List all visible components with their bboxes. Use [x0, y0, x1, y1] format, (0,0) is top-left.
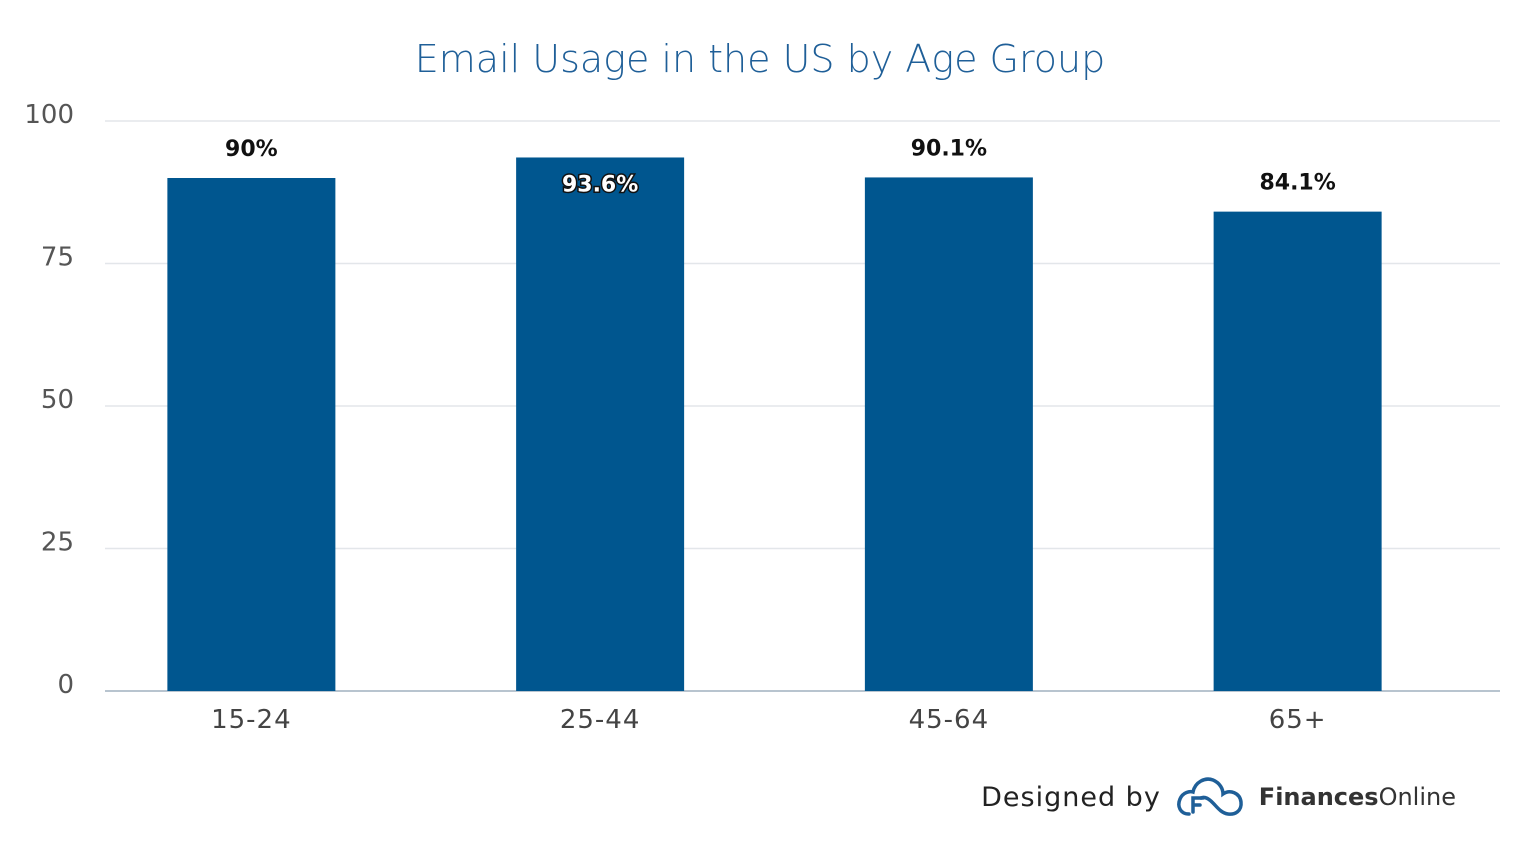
- data-label: 84.1%: [1259, 171, 1335, 196]
- x-axis-ticks: 15-24 25-44 45-64 65+: [211, 705, 1327, 735]
- y-tick-label: 0: [57, 670, 74, 700]
- data-labels: 90% 93.6% 90.1% 84.1%: [225, 136, 1336, 199]
- y-axis-ticks: 0 25 50 75 100: [24, 100, 74, 700]
- brand-name-bold: Finances: [1258, 783, 1379, 811]
- y-tick-label: 100: [24, 100, 74, 130]
- bar-65+: [1213, 211, 1382, 691]
- x-tick-label: 15-24: [211, 705, 292, 735]
- chart-title: Email Usage in the US by Age Group: [415, 37, 1105, 81]
- brand-name-regular: Online: [1378, 783, 1456, 811]
- bar-25-44: [516, 157, 685, 692]
- designed-by-text: Designed by: [981, 781, 1161, 813]
- data-label: 90%: [225, 137, 278, 162]
- brand-name: FinancesOnline: [1259, 783, 1456, 811]
- x-tick-label: 65+: [1269, 705, 1327, 735]
- bar-45-64: [864, 177, 1033, 691]
- bars: [167, 157, 1382, 692]
- y-tick-label: 50: [41, 385, 74, 415]
- attribution: Designed by FinancesOnline: [981, 772, 1456, 822]
- bar-15-24: [167, 178, 336, 691]
- y-tick-label: 25: [41, 528, 74, 558]
- x-tick-label: 45-64: [909, 705, 990, 735]
- x-tick-label: 25-44: [560, 705, 641, 735]
- y-tick-label: 75: [41, 243, 74, 273]
- data-label: 93.6%: [562, 172, 638, 197]
- cloud-f-logo-icon: [1176, 777, 1243, 816]
- data-label: 90.1%: [911, 136, 987, 161]
